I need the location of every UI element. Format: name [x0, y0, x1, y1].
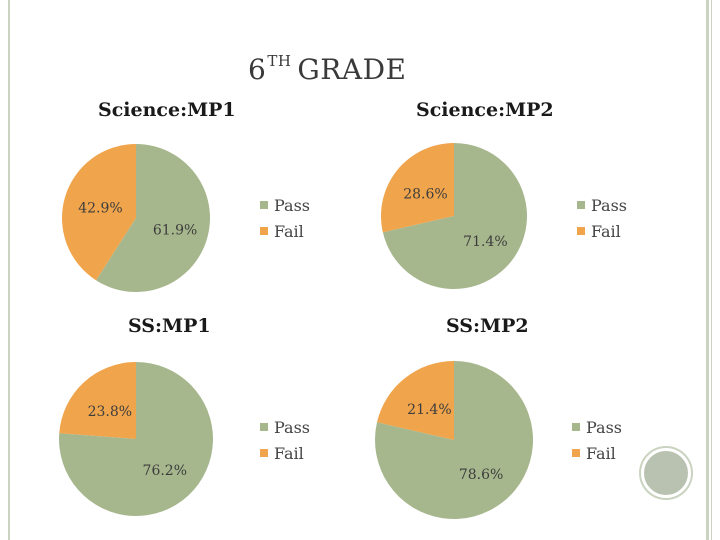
slide-border-rule	[708, 0, 712, 540]
pie-data-label: 42.9%	[78, 201, 122, 217]
title-text: GRADE	[297, 53, 407, 86]
pie-data-label: 61.9%	[153, 222, 197, 238]
chart-title-ss-mp1: SS:MP1	[128, 315, 211, 337]
chart-title-ss-mp2: SS:MP2	[446, 315, 529, 337]
legend-item-fail: Fail	[260, 440, 310, 466]
legend-science-mp1: Pass Fail	[260, 192, 310, 244]
legend-swatch-fail	[260, 227, 268, 235]
pie-slice-fail	[59, 362, 136, 439]
legend-swatch-pass	[260, 201, 268, 209]
legend-science-mp2: Pass Fail	[577, 192, 627, 244]
pie-chart-science-mp1: 42.9% 61.9%	[61, 144, 210, 292]
pie-slice-fail	[377, 361, 454, 440]
pie-slice-fail	[61, 144, 136, 281]
legend-item-pass: Pass	[260, 414, 310, 440]
legend-swatch-fail	[577, 227, 585, 235]
legend-label-pass: Pass	[274, 195, 311, 215]
pie-data-label: 78.6%	[459, 467, 503, 483]
legend-swatch-pass	[572, 423, 580, 431]
pie-slice-pass	[375, 361, 533, 519]
title-number: 6	[248, 53, 267, 86]
chart-title-science-mp2: Science:MP2	[416, 99, 554, 121]
legend-label-pass: Pass	[274, 417, 311, 437]
pie-chart-ss-mp1: 23.8% 76.2%	[59, 362, 213, 516]
pie-data-label: 71.4%	[463, 234, 507, 250]
legend-swatch-pass	[260, 423, 268, 431]
pie-data-label: 76.2%	[143, 463, 187, 479]
legend-label-fail: Fail	[591, 221, 621, 241]
legend-label-fail: Fail	[274, 221, 304, 241]
legend-swatch-pass	[577, 201, 585, 209]
slide-title: 6TH GRADE	[248, 52, 406, 86]
legend-ss-mp2: Pass Fail	[572, 414, 622, 466]
legend-label-fail: Fail	[586, 443, 616, 463]
pie-chart-science-mp2: 28.6% 71.4%	[381, 143, 527, 289]
legend-label-pass: Pass	[591, 195, 628, 215]
legend-item-fail: Fail	[577, 218, 627, 244]
legend-label-fail: Fail	[274, 443, 304, 463]
legend-label-pass: Pass	[586, 417, 623, 437]
pie-slice-pass	[96, 144, 210, 292]
pie-data-label: 23.8%	[88, 404, 132, 420]
legend-item-pass: Pass	[260, 192, 310, 218]
chart-title-science-mp1: Science:MP1	[98, 99, 236, 121]
pie-slice-fail	[381, 143, 454, 233]
legend-item-pass: Pass	[577, 192, 627, 218]
pie-chart-ss-mp2: 21.4% 78.6%	[375, 361, 533, 519]
pie-data-label: 21.4%	[407, 402, 451, 418]
pie-data-label: 28.6%	[403, 186, 447, 202]
legend-swatch-fail	[260, 449, 268, 457]
title-superscript: TH	[267, 52, 292, 70]
legend-item-fail: Fail	[572, 440, 622, 466]
legend-item-pass: Pass	[572, 414, 622, 440]
slide-frame	[8, 0, 708, 540]
pie-slice-pass	[59, 362, 213, 516]
decorative-circle	[641, 448, 691, 498]
legend-item-fail: Fail	[260, 218, 310, 244]
legend-ss-mp1: Pass Fail	[260, 414, 310, 466]
legend-swatch-fail	[572, 449, 580, 457]
pie-slice-pass	[382, 143, 527, 289]
